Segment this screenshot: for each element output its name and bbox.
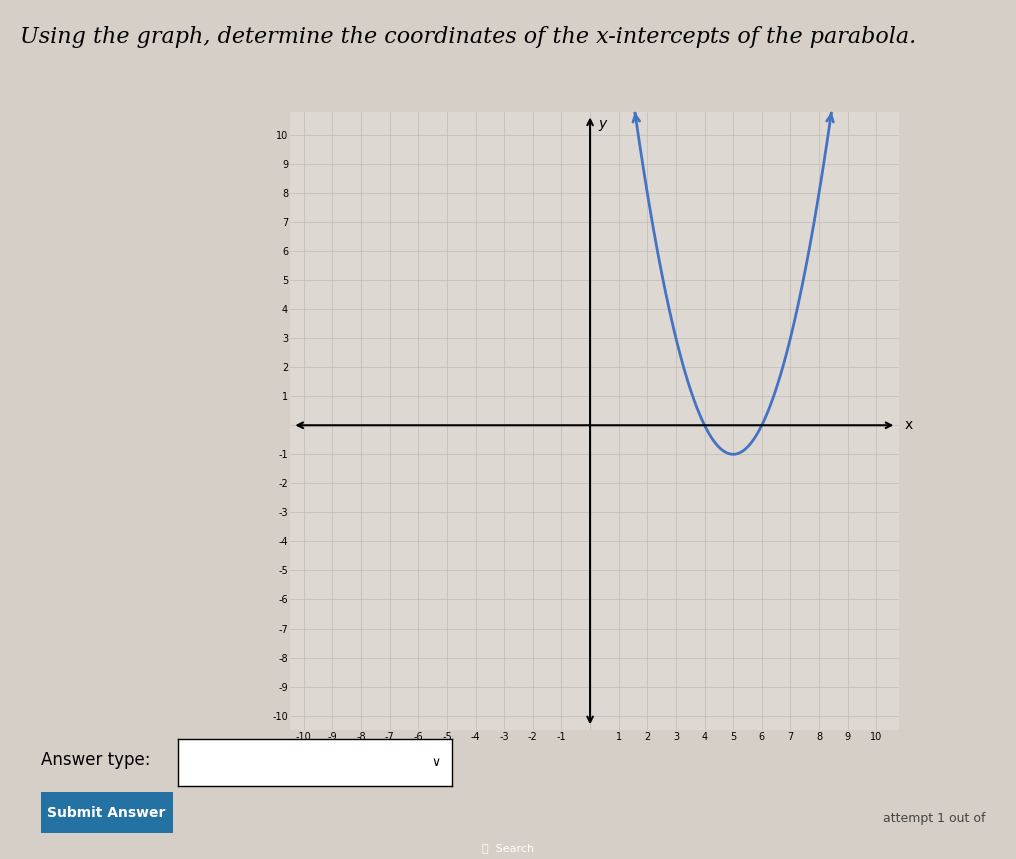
Text: x: x	[905, 418, 913, 432]
Text: y: y	[598, 118, 607, 131]
Text: Answer type:: Answer type:	[41, 752, 150, 769]
Text: Submit Answer: Submit Answer	[48, 806, 166, 819]
Text: attempt 1 out of: attempt 1 out of	[883, 812, 986, 825]
Text: ∨: ∨	[431, 756, 440, 769]
Text: Using the graph, determine the coordinates of the x-intercepts of the parabola.: Using the graph, determine the coordinat…	[20, 26, 916, 48]
Text: 🔍  Search: 🔍 Search	[482, 844, 534, 853]
